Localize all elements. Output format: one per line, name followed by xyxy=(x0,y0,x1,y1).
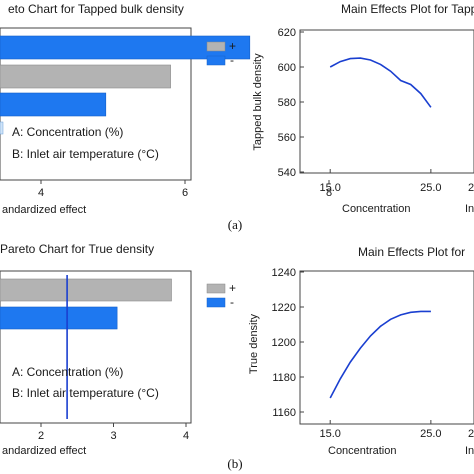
main-b-xlabel: Concentration xyxy=(328,445,397,457)
main-a-xtick-label: 15.0 xyxy=(319,182,340,194)
pareto-b-xtick-label: 3 xyxy=(110,430,116,442)
legend-minus-label: - xyxy=(230,53,234,67)
pareto-a-bar-2 xyxy=(0,64,171,89)
main-a-xlabel: Concentration xyxy=(342,203,411,215)
main-a-title: Main Effects Plot for Tapp xyxy=(341,2,474,16)
main-b-title: Main Effects Plot for xyxy=(358,245,465,259)
main-b-ytick-label: 1180 xyxy=(272,372,296,384)
pareto-a-title: eto Chart for Tapped bulk density xyxy=(8,2,184,16)
main-b-xlabel2: In xyxy=(465,445,474,457)
main-b-plot-frame xyxy=(299,270,474,425)
pareto-a-factor-a: A: Concentration (%) xyxy=(12,125,123,139)
main-b-xtick-label: 25.0 xyxy=(420,428,441,440)
pareto-a-xtick-label: 8 xyxy=(326,187,332,199)
pareto-a-bar-3 xyxy=(0,92,107,117)
pareto-b-xlabel: andardized effect xyxy=(2,445,86,457)
legend-minus-label: - xyxy=(230,295,234,309)
main-a-plot-frame xyxy=(299,29,474,174)
pareto-b-title: Pareto Chart for True density xyxy=(0,242,154,256)
pareto-b-bar-1 xyxy=(0,278,172,302)
main-a-ytick-label: 600 xyxy=(278,62,296,74)
pareto-b-xtick-label: 4 xyxy=(183,430,189,442)
main-a-ytick-label: 580 xyxy=(278,97,296,109)
pareto-a-xtick-label: 6 xyxy=(182,187,188,199)
pareto-a-xlabel: andardized effect xyxy=(2,204,86,216)
pareto-a-legend: + - xyxy=(206,39,236,67)
main-a-xlabel2: In xyxy=(465,203,474,215)
main-a-xtick-label-second-factor: 20 xyxy=(468,182,474,194)
main-a-xtick-label: 25.0 xyxy=(420,182,441,194)
pareto-b-xtick-label: 2 xyxy=(38,430,44,442)
legend-plus-label: + xyxy=(229,281,236,295)
main-effects-true-density: Main Effects Plot for 1160 1180 1200 1220 12… xyxy=(248,245,474,457)
pareto-b-factor-b: B: Inlet air temperature (°C) xyxy=(12,386,159,400)
main-b-ytick-label: 1200 xyxy=(272,337,296,349)
main-a-effect-line xyxy=(329,57,432,108)
pareto-a-xtick-label: 4 xyxy=(38,187,44,199)
main-a-ytick-label: 540 xyxy=(278,167,296,179)
main-effects-tapped-bulk-density: Main Effects Plot for Tapp 540 560 580 600 6… xyxy=(252,2,474,215)
pareto-chart-tapped-bulk-density: eto Chart for Tapped bulk density 4 6 8 A:… xyxy=(0,2,332,216)
pareto-b-legend: + - xyxy=(206,281,236,309)
pareto-b-bar-2 xyxy=(0,306,118,330)
legend-minus-swatch xyxy=(206,55,226,66)
panel-label-b: (b) xyxy=(227,456,242,471)
main-b-xtick-label: 15.0 xyxy=(319,428,340,440)
main-a-ytick-label: 620 xyxy=(278,27,296,39)
legend-plus-label: + xyxy=(229,39,236,53)
pareto-b-plot-frame xyxy=(0,270,192,424)
main-b-xtick-label-second-factor: 20 xyxy=(468,428,474,440)
pareto-a-plot-frame xyxy=(0,27,192,181)
main-b-effect-line xyxy=(329,310,431,399)
legend-plus-swatch xyxy=(206,283,226,294)
main-b-ytick-label: 1160 xyxy=(272,407,296,419)
pareto-a-factor-b: B: Inlet air temperature (°C) xyxy=(12,147,159,161)
pareto-a-factor-swatch xyxy=(0,121,4,135)
main-b-ylabel: True density xyxy=(248,313,260,374)
pareto-a-bar-1 xyxy=(0,35,251,60)
pareto-b-factor-a: A: Concentration (%) xyxy=(12,365,123,379)
main-a-ylabel: Tapped bulk density xyxy=(252,53,264,151)
pareto-chart-true-density: Pareto Chart for True density 2 3 4 A: Con… xyxy=(0,242,236,457)
main-a-ytick-label: 560 xyxy=(278,132,296,144)
legend-plus-swatch xyxy=(206,41,226,52)
main-b-ytick-label: 1220 xyxy=(272,302,296,314)
legend-minus-swatch xyxy=(206,297,226,308)
main-b-ytick-label: 1240 xyxy=(272,267,296,279)
panel-label-a: (a) xyxy=(228,217,242,232)
